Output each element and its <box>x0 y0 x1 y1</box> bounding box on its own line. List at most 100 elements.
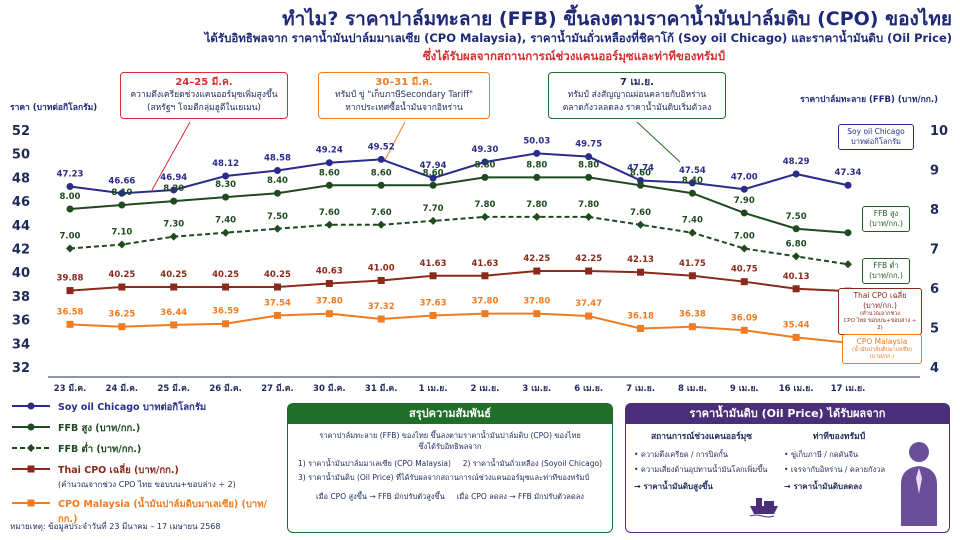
data-label: 8.60 <box>319 168 340 178</box>
data-label: 49.52 <box>368 142 395 152</box>
chart-legend: Soy oil Chicago บาทต่อกิโลกรัม FFB สูง (… <box>10 400 282 533</box>
data-label: 40.25 <box>264 270 291 280</box>
data-point <box>637 268 645 276</box>
price-line-chart: 32 34 36 38 40 42 44 46 48 50 52 4 5 6 7 8 9 10 23 มี.ค. 24… <box>12 121 948 394</box>
data-point <box>222 283 230 291</box>
series-line <box>69 312 849 344</box>
data-label: 40.13 <box>783 272 810 282</box>
tag-line: (บาท/กก.) <box>863 301 897 310</box>
data-point <box>429 311 437 319</box>
data-label: 49.24 <box>316 146 343 156</box>
data-label: 40.25 <box>160 270 187 280</box>
data-label: 40.25 <box>212 270 239 280</box>
annotation-line: หากประเทศซื้อน้ำมันจากอิหร่าน <box>345 103 463 113</box>
right-tick-label: 10 <box>930 124 948 139</box>
data-point <box>118 189 126 197</box>
data-label: 7.80 <box>578 200 599 210</box>
series-line <box>69 176 849 234</box>
left-tick-label: 52 <box>12 124 30 139</box>
data-label: 37.80 <box>523 297 550 307</box>
data-label: 48.29 <box>783 157 810 167</box>
left-tick-label: 48 <box>12 171 30 186</box>
data-label: 50.03 <box>523 136 550 146</box>
data-point <box>222 172 230 180</box>
data-point <box>273 189 281 197</box>
data-label: 7.30 <box>163 220 184 230</box>
legend-swatch-ffb-low <box>12 444 50 452</box>
data-point <box>637 324 645 332</box>
data-point <box>429 216 438 225</box>
data-label: 7.00 <box>734 232 755 242</box>
legend-item-thai-cpo: Thai CPO เฉลี่ย (บาท/กก.) (คำนวณจากช่วง … <box>10 463 282 491</box>
data-point <box>377 276 385 284</box>
oil-col-result: → ราคาน้ำมันดิบสูงขึ้น <box>634 482 713 491</box>
data-label: 7.00 <box>60 232 81 242</box>
data-point <box>325 279 333 287</box>
data-point <box>480 212 489 221</box>
data-label: 36.18 <box>627 311 654 321</box>
businessman-silhouette-icon <box>901 442 937 526</box>
data-label: 7.90 <box>734 196 755 206</box>
summary-rule: เมื่อ CPO สูงขึ้น → FFB มักปรับตัวสูงขึ้… <box>316 492 445 501</box>
data-label: 47.54 <box>679 166 706 176</box>
data-label: 47.23 <box>57 170 84 180</box>
right-tick-label: 4 <box>930 361 939 376</box>
data-label: 8.00 <box>60 192 81 202</box>
data-label: 46.66 <box>108 176 135 186</box>
data-label: 8.60 <box>630 168 651 178</box>
data-label: 7.40 <box>682 216 703 226</box>
legend-label: CPO Malaysia (น้ำมันปาล์มดิบมาเลเซีย) (บ… <box>58 499 267 525</box>
data-point <box>325 220 334 229</box>
x-tick-label: 7 เม.ย. <box>626 384 655 394</box>
series-line <box>69 270 849 293</box>
data-point <box>377 181 385 189</box>
data-point <box>792 285 800 293</box>
right-tick-label: 9 <box>930 164 939 179</box>
legend-label: Soy oil Chicago บาทต่อกิโลกรัม <box>58 402 207 413</box>
data-label: 48.12 <box>212 159 239 169</box>
summary-rule: เมื่อ CPO ลดลง → FFB มักปรับตัวลดลง <box>456 492 584 501</box>
page-title: ทำไม? ราคาปาล์มทะลาย (FFB) ขึ้นลงตามราคา… <box>282 8 952 30</box>
data-point <box>170 197 178 205</box>
data-label: 7.10 <box>111 228 132 238</box>
data-point <box>481 310 489 318</box>
data-label: 41.63 <box>471 259 498 269</box>
data-label: 6.80 <box>786 239 807 249</box>
summary-item: 3) ราคาน้ำมันดิบ (Oil Price) ที่ได้รับผล… <box>298 473 590 482</box>
data-label: 7.60 <box>630 208 651 218</box>
tag-note: CPO ไทย ขอบบน+ขอบล่าง ÷ 2) <box>843 318 917 331</box>
data-point <box>637 181 645 189</box>
data-point <box>792 170 800 178</box>
data-label: 7.80 <box>474 200 495 210</box>
data-label: 7.40 <box>215 216 236 226</box>
data-point <box>377 315 385 323</box>
data-label: 7.70 <box>423 204 444 214</box>
right-tick-label: 5 <box>930 322 939 337</box>
data-point <box>585 267 593 275</box>
x-tick-label: 17 เม.ย. <box>831 384 866 394</box>
data-label: 35.44 <box>783 320 810 330</box>
data-point <box>585 312 593 320</box>
data-label: 8.40 <box>267 176 288 186</box>
data-point <box>585 153 593 161</box>
data-point <box>66 320 74 328</box>
data-point <box>377 220 386 229</box>
x-tick-label: 26 มี.ค. <box>209 383 242 394</box>
series-tag-thai-cpo: Thai CPO เฉลี่ย (บาท/กก.) (คำนวณจากช่วง … <box>838 288 922 335</box>
data-point <box>532 212 541 221</box>
data-point <box>533 149 541 157</box>
x-tick-label: 25 มี.ค. <box>157 383 190 394</box>
data-point <box>169 232 178 241</box>
left-tick-label: 34 <box>12 337 30 352</box>
data-point <box>170 321 178 329</box>
data-point <box>740 244 749 253</box>
data-label: 7.50 <box>267 212 288 222</box>
summary-title: สรุปความสัมพันธ์ <box>288 404 612 424</box>
oil-col-trump: ท่าทีของทรัมป์ • ขู่เก็บภาษี / กดดันจีน … <box>784 432 894 492</box>
data-label: 36.09 <box>731 313 758 323</box>
tag-line: FFB สูง <box>873 209 899 218</box>
data-label: 8.60 <box>371 168 392 178</box>
data-point <box>688 228 697 237</box>
data-point <box>273 167 281 175</box>
right-axis-label: ราคาปาล์มทะลาย (FFB) (บาท/กก.) <box>800 95 938 105</box>
